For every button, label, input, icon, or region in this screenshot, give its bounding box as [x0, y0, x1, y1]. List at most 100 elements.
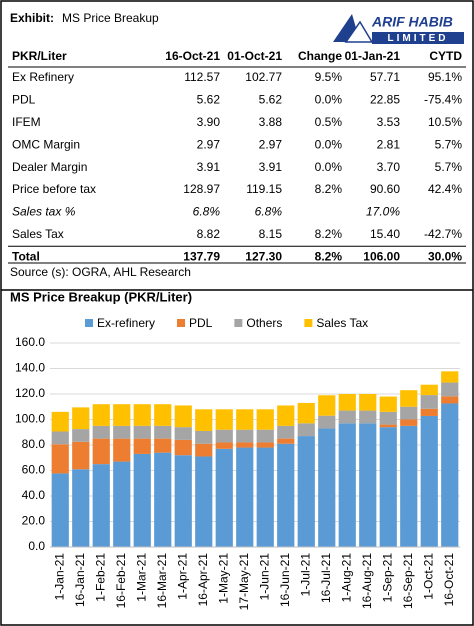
bar-segment [51, 431, 69, 445]
column-header: Change [298, 49, 342, 63]
row-label: Price before tax [12, 182, 96, 196]
table-cell: 9.5% [315, 70, 343, 84]
bar-segment [236, 447, 254, 547]
y-tick-label: 140.0 [15, 361, 45, 375]
bar-segment [174, 439, 192, 456]
table-cell: 127.30 [245, 249, 282, 263]
y-tick-label: 160.0 [15, 335, 45, 349]
bar-segment [338, 410, 356, 424]
bar-segment [215, 448, 233, 547]
bar-segment [92, 404, 110, 426]
bar-segment [400, 390, 418, 407]
table-cell: 90.60 [370, 182, 400, 196]
bar-segment [318, 395, 336, 416]
bar-segment [72, 469, 90, 547]
bar-segment [400, 419, 418, 426]
logo-sub: LIMITED [388, 33, 449, 44]
table-cell: 3.91 [259, 160, 283, 174]
bar-segment [72, 441, 90, 470]
bar-segment [379, 424, 397, 428]
bar-segment [113, 425, 131, 439]
bar-segment [72, 407, 90, 430]
logo-mark [344, 20, 374, 43]
table-cell: 112.57 [184, 70, 220, 84]
bar-segment [318, 428, 336, 547]
table-cell: 15.40 [370, 227, 400, 241]
bar-segment [133, 453, 151, 547]
bar-segment [338, 394, 356, 411]
x-tick-label: 1-Oct-21 [421, 553, 435, 600]
bar-segment [154, 425, 172, 439]
table-cell: 0.5% [315, 115, 343, 129]
row-label: Sales tax % [12, 205, 76, 219]
legend-label: Sales Tax [316, 316, 368, 330]
bar-segment [359, 394, 377, 411]
table-cell: 22.85 [370, 93, 400, 107]
x-tick-label: 16-Jun-21 [278, 553, 292, 607]
column-header: 16-Oct-21 [165, 49, 220, 63]
chart-title: MS Price Breakup (PKR/Liter) [10, 289, 192, 304]
bar-segment [113, 438, 131, 462]
bar-segment [215, 429, 233, 443]
legend-swatch [304, 319, 313, 327]
bar-segment [195, 456, 213, 547]
table-cell: 6.8% [255, 205, 283, 219]
x-tick-label: 1-Jun-21 [257, 553, 271, 601]
bar-segment [379, 396, 397, 412]
bar-segment [215, 409, 233, 430]
table-cell: 2.97 [197, 137, 221, 151]
table-cell: 6.8% [193, 205, 221, 219]
bar-segment [133, 438, 151, 454]
table-cell: 42.4% [428, 182, 462, 196]
table-cell: 3.70 [377, 160, 401, 174]
table-cell: 3.90 [197, 115, 221, 129]
y-tick-label: 40.0 [22, 488, 46, 502]
bar-segment [113, 404, 131, 426]
logo-band [372, 32, 464, 44]
row-label: PDL [12, 93, 36, 107]
bar-segment [154, 438, 172, 453]
column-header: PKR/Liter [12, 49, 67, 63]
table-cell: 137.79 [183, 249, 220, 263]
bar-segment [379, 427, 397, 547]
legend-label: PDL [189, 316, 213, 330]
bar-segment [195, 430, 213, 444]
bar-segment [256, 442, 274, 448]
bar-segment [441, 403, 459, 547]
bar-segment [174, 427, 192, 440]
table-cell: 119.15 [246, 182, 282, 196]
table-cell: 2.97 [259, 137, 283, 151]
bar-segment [113, 461, 131, 547]
bar-segment [277, 443, 295, 547]
row-label: Sales Tax [12, 227, 64, 241]
bar-segment [133, 425, 151, 439]
table-cell: 57.71 [370, 70, 400, 84]
bar-segment [441, 382, 459, 397]
y-tick-label: 80.0 [22, 437, 46, 451]
x-tick-label: 1-Mar-21 [134, 553, 148, 602]
bar-segment [256, 409, 274, 430]
bar-segment [92, 464, 110, 547]
bar-segment [277, 405, 295, 426]
table-cell: 128.97 [183, 182, 220, 196]
bar-segment [420, 415, 438, 547]
x-tick-label: 16-Mar-21 [155, 553, 169, 609]
row-label: OMC Margin [12, 137, 80, 151]
x-tick-label: 16-Jul-21 [319, 553, 333, 603]
table-cell: 17.0% [366, 205, 400, 219]
bar-segment [195, 443, 213, 457]
bar-segment [441, 396, 459, 404]
x-tick-label: 16-Oct-21 [442, 553, 456, 607]
table-cell: 2.81 [377, 137, 401, 151]
bar-segment [154, 452, 172, 547]
table-cell: 0.0% [315, 160, 343, 174]
bar-segment [154, 404, 172, 426]
bar-segment [92, 425, 110, 439]
table-cell: -75.4% [424, 93, 462, 107]
bar-segment [400, 406, 418, 420]
bar-segment [359, 410, 377, 424]
column-header: 01-Jan-21 [345, 49, 401, 63]
table-cell: 106.00 [363, 249, 400, 263]
table-cell: 0.0% [315, 137, 343, 151]
